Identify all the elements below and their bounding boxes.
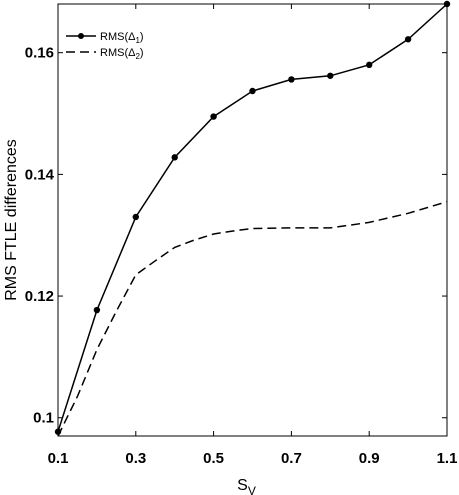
legend-marker <box>78 33 84 39</box>
x-axis-label: SV <box>237 477 256 495</box>
y-tick-label: 0.1 <box>33 410 54 427</box>
legend: RMS(Δ1) RMS(Δ2) <box>66 31 144 61</box>
tick-layer: 0.1 0.3 0.5 0.7 0.9 1.1 0.1 0.12 0.14 0.16 <box>25 4 458 467</box>
y-tick-label: 0.12 <box>25 288 54 305</box>
legend-label-1: RMS(Δ1) <box>100 31 144 45</box>
series-layer <box>54 0 451 437</box>
x-tick-label: 0.9 <box>359 450 380 467</box>
series-point <box>366 61 373 69</box>
x-tick-label: 1.1 <box>437 450 458 467</box>
series-point <box>288 76 295 83</box>
series-point <box>93 306 101 314</box>
legend-label-2: RMS(Δ2) <box>100 47 144 61</box>
series-point <box>132 213 139 221</box>
y-axis-label: RMS FTLE differences <box>3 139 20 301</box>
x-tick-label: 0.1 <box>48 450 69 467</box>
y-tick-label: 0.16 <box>25 45 54 62</box>
plot-frame <box>57 3 448 437</box>
x-tick-label: 0.7 <box>281 450 302 467</box>
series-point <box>327 72 334 79</box>
x-tick-label: 0.5 <box>203 450 224 467</box>
x-tick-label: 0.3 <box>125 450 146 467</box>
series-point <box>171 154 178 161</box>
series-point <box>404 36 412 43</box>
series-line-2 <box>57 200 448 437</box>
series-point <box>249 87 256 95</box>
series-point <box>210 113 217 120</box>
series-point <box>443 0 451 8</box>
y-tick-label: 0.14 <box>25 166 55 183</box>
plot-area <box>57 3 448 437</box>
